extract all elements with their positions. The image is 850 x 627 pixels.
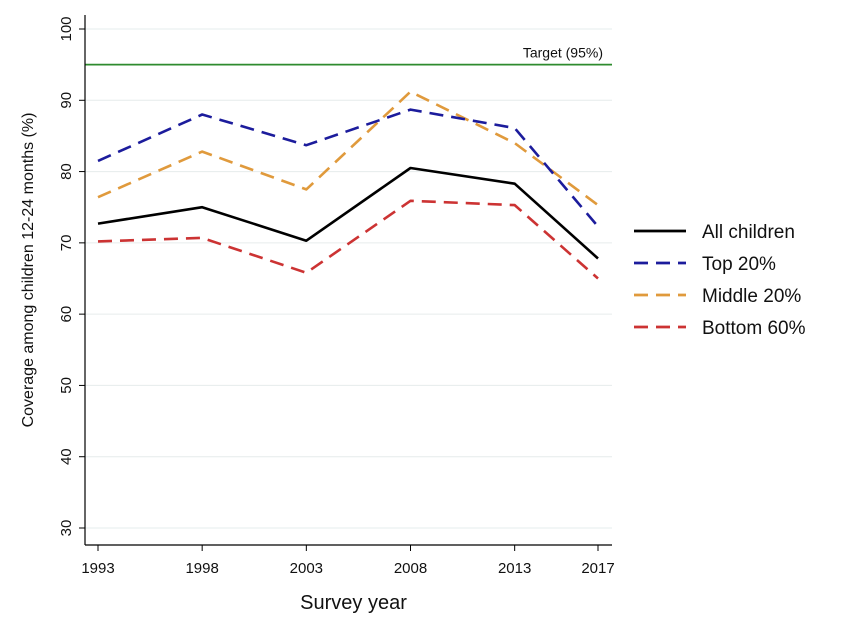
y-tick-label: 60 [58,306,75,323]
x-ticks: 1993 1998 2003 2008 2013 2017 [81,545,615,577]
series-line-all-children [97,166,599,260]
target-label: Target (95%) [523,45,603,61]
series-line-bottom-60 [97,199,599,280]
x-axis-title: Survey year [300,592,407,614]
y-tick-label: 90 [58,92,75,109]
x-tick-label: 2008 [394,560,427,577]
legend-label: All children [702,222,795,243]
legend-label: Bottom 60% [702,318,806,339]
target-reference: Target (95%) [85,45,612,66]
axes [84,15,612,546]
y-tick-label: 50 [58,377,75,394]
gridlines [85,28,612,529]
x-tick-label: 1998 [185,560,218,577]
x-tick-label: 2017 [581,560,614,577]
y-ticks: 30 40 50 60 70 80 90 100 [58,16,85,536]
series-line-top-20 [97,108,599,228]
y-tick-label: 100 [58,16,75,41]
series-lines [97,90,599,280]
series-line-middle-20 [97,90,599,207]
legend-label: Top 20% [702,254,776,275]
x-tick-label: 2003 [290,560,323,577]
legend: All children Top 20% Middle 20% Bottom 60% [634,222,806,339]
y-axis-title: Coverage among children 12-24 months (%) [20,113,37,428]
y-tick-label: 30 [58,520,75,537]
x-tick-label: 2013 [498,560,531,577]
y-tick-label: 70 [58,235,75,252]
x-tick-label: 1993 [81,560,114,577]
legend-label: Middle 20% [702,286,801,307]
y-tick-label: 80 [58,163,75,180]
y-tick-label: 40 [58,448,75,465]
